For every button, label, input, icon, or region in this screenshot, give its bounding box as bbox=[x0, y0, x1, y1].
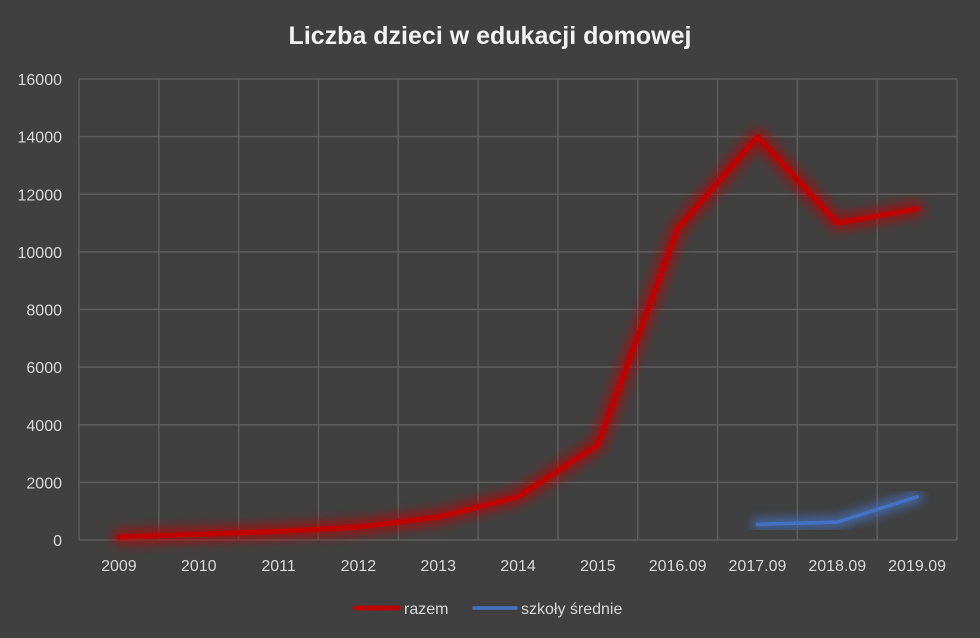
x-tick-label: 2009 bbox=[101, 558, 137, 575]
y-tick-label: 16000 bbox=[18, 72, 63, 89]
legend-label: razem bbox=[404, 601, 448, 618]
data-point bbox=[517, 496, 519, 498]
y-tick-label: 10000 bbox=[18, 245, 63, 262]
y-tick-label: 6000 bbox=[26, 360, 62, 377]
x-tick-label: 2016.09 bbox=[649, 558, 707, 575]
series-razem bbox=[111, 129, 925, 545]
y-tick-label: 12000 bbox=[18, 187, 63, 204]
legend-item: szkoły średnie bbox=[472, 601, 622, 618]
data-point bbox=[677, 228, 679, 230]
data-point bbox=[278, 530, 280, 532]
series-glow bbox=[751, 490, 924, 531]
x-tick-label: 2012 bbox=[341, 558, 377, 575]
x-tick-label: 2014 bbox=[500, 558, 536, 575]
x-tick-label: 2010 bbox=[181, 558, 217, 575]
data-point bbox=[597, 444, 599, 446]
data-point bbox=[756, 136, 758, 138]
y-tick-label: 14000 bbox=[18, 130, 63, 147]
x-tick-label: 2018.09 bbox=[808, 558, 866, 575]
legend: razem szkoły średnie bbox=[353, 601, 622, 618]
data-point bbox=[756, 523, 758, 525]
x-tick-label: 2017.09 bbox=[729, 558, 787, 575]
x-tick-label: 2013 bbox=[420, 558, 456, 575]
y-tick-label: 2000 bbox=[26, 475, 62, 492]
data-point bbox=[118, 536, 120, 538]
data-point bbox=[437, 516, 439, 518]
data-point bbox=[836, 521, 838, 523]
y-tick-label: 8000 bbox=[26, 303, 62, 320]
data-point bbox=[836, 222, 838, 224]
grid bbox=[78, 78, 958, 541]
axes: 0 2000 4000 6000 8000 10000 12000 14000 16000 200… bbox=[18, 72, 947, 575]
series-szkoly-srednie bbox=[751, 490, 924, 531]
y-tick-label: 4000 bbox=[26, 418, 62, 435]
legend-label: szkoły średnie bbox=[521, 601, 622, 618]
chart-title: Liczba dzieci w edukacji domowej bbox=[289, 22, 692, 50]
x-tick-label: 2015 bbox=[580, 558, 616, 575]
series-layer bbox=[111, 129, 925, 545]
data-point bbox=[198, 533, 200, 535]
x-tick-label: 2019.09 bbox=[888, 558, 946, 575]
legend-item: razem bbox=[353, 601, 448, 618]
data-point bbox=[357, 526, 359, 528]
data-point bbox=[916, 208, 918, 210]
data-point bbox=[916, 496, 918, 498]
x-tick-label: 2011 bbox=[261, 558, 296, 575]
y-tick-label: 0 bbox=[53, 533, 62, 550]
